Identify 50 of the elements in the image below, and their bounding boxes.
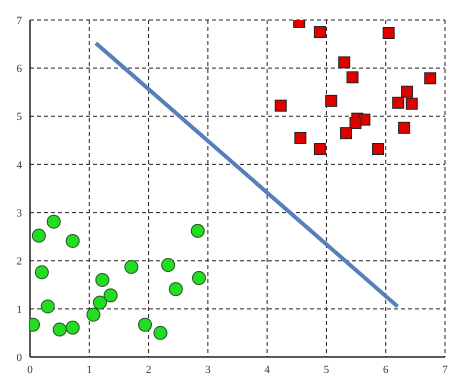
y-tick-label: 3	[16, 207, 22, 220]
point	[124, 260, 138, 274]
point	[294, 132, 306, 144]
y-tick-label: 2	[16, 256, 22, 268]
x-tick-label: 7	[442, 364, 448, 376]
point	[66, 320, 80, 335]
point	[349, 117, 362, 130]
point	[406, 98, 418, 110]
point	[161, 258, 176, 272]
point	[424, 72, 436, 84]
point	[338, 56, 350, 68]
point	[401, 86, 414, 98]
point	[95, 272, 110, 287]
point	[66, 234, 80, 248]
point	[314, 26, 326, 38]
point	[32, 228, 46, 243]
point	[382, 27, 395, 39]
point	[274, 100, 287, 112]
y-tick-label: 4	[16, 159, 22, 172]
point	[190, 224, 205, 238]
x-tick-label: 3	[205, 364, 212, 376]
point	[92, 296, 107, 310]
y-tick-label: 7	[16, 14, 22, 27]
y-tick-label: 5	[16, 111, 22, 124]
point	[168, 282, 183, 296]
x-tick-label: 2	[146, 364, 152, 376]
point	[392, 96, 404, 109]
point	[104, 288, 118, 302]
point	[153, 326, 168, 340]
point	[346, 71, 359, 84]
x-tick-label: 6	[382, 364, 389, 376]
point	[86, 308, 100, 322]
point	[34, 265, 49, 280]
point	[372, 143, 384, 156]
x-tick-label: 1	[86, 364, 92, 376]
y-tick-label: 0	[16, 352, 22, 364]
x-tick-label: 4	[264, 364, 270, 376]
x-tick-label: 0	[27, 364, 34, 376]
point	[325, 94, 338, 107]
point	[314, 143, 326, 156]
point	[138, 318, 152, 332]
point	[46, 214, 61, 229]
point	[340, 127, 352, 140]
point	[52, 322, 67, 337]
y-tick-label: 1	[16, 304, 22, 316]
x-tick-label: 5	[324, 364, 330, 376]
point	[40, 299, 55, 314]
point	[192, 271, 206, 286]
point	[398, 122, 410, 134]
y-tick-label: 6	[16, 63, 22, 76]
